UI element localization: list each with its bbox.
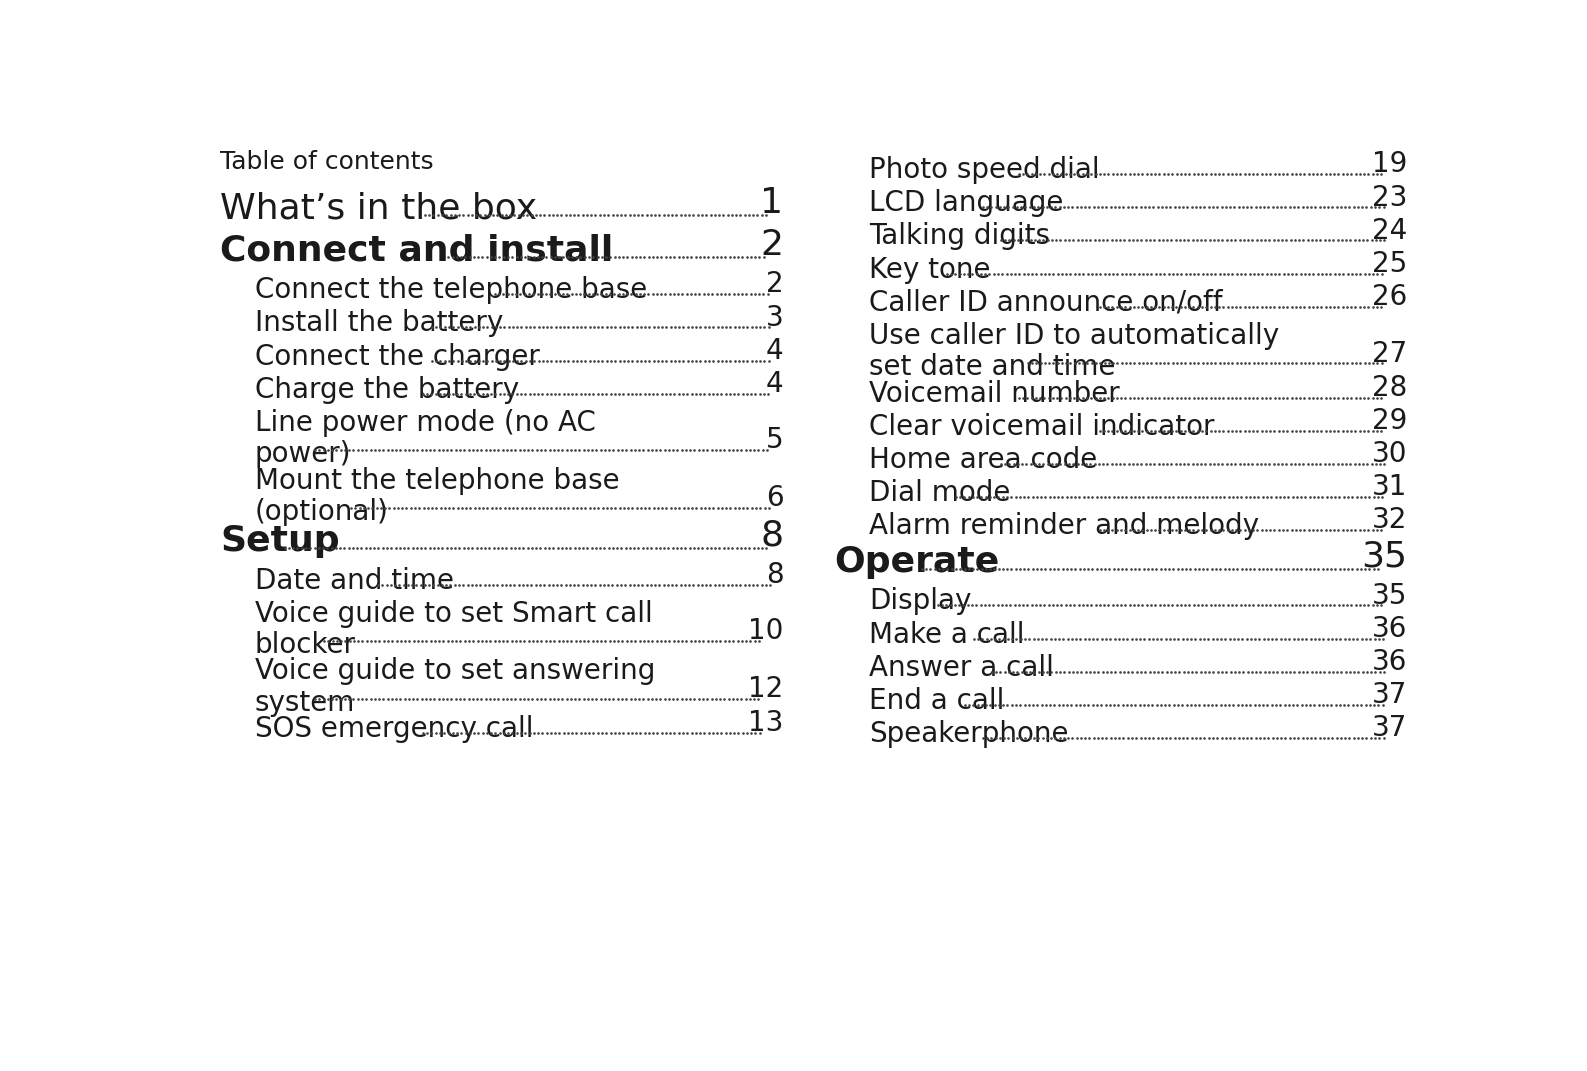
Text: What’s in the box: What’s in the box — [221, 192, 538, 226]
Text: Photo speed dial: Photo speed dial — [868, 156, 1100, 184]
Text: Mount the telephone base
(optional): Mount the telephone base (optional) — [256, 467, 619, 526]
Text: 2: 2 — [760, 228, 784, 262]
Text: 6: 6 — [767, 484, 784, 512]
Text: 12: 12 — [747, 675, 784, 704]
Text: Dial mode: Dial mode — [868, 479, 1009, 507]
Text: 1: 1 — [760, 185, 784, 220]
Text: 29: 29 — [1373, 407, 1408, 435]
Text: Setup: Setup — [221, 524, 340, 558]
Text: 25: 25 — [1373, 250, 1408, 277]
Text: Talking digits: Talking digits — [868, 223, 1049, 251]
Text: 3: 3 — [767, 303, 784, 332]
Text: 26: 26 — [1373, 283, 1408, 311]
Text: Answer a call: Answer a call — [868, 653, 1054, 681]
Text: 4: 4 — [767, 369, 784, 397]
Text: 28: 28 — [1373, 374, 1408, 402]
Text: Voice guide to set Smart call
blocker: Voice guide to set Smart call blocker — [256, 600, 652, 659]
Text: 2: 2 — [767, 271, 784, 299]
Text: 19: 19 — [1373, 150, 1408, 179]
Text: Alarm reminder and melody: Alarm reminder and melody — [868, 512, 1258, 540]
Text: 23: 23 — [1373, 183, 1408, 212]
Text: 31: 31 — [1373, 473, 1408, 501]
Text: 8: 8 — [767, 561, 784, 589]
Text: Home area code: Home area code — [868, 446, 1097, 473]
Text: Connect the charger: Connect the charger — [256, 343, 540, 371]
Text: Line power mode (no AC
power): Line power mode (no AC power) — [256, 409, 595, 468]
Text: Charge the battery: Charge the battery — [256, 376, 519, 404]
Text: 32: 32 — [1373, 507, 1408, 534]
Text: Connect and install: Connect and install — [221, 233, 613, 268]
Text: 37: 37 — [1373, 714, 1408, 742]
Text: Speakerphone: Speakerphone — [868, 720, 1068, 748]
Text: 35: 35 — [1362, 539, 1408, 573]
Text: 30: 30 — [1371, 440, 1408, 468]
Text: SOS emergency call: SOS emergency call — [256, 715, 533, 743]
Text: Date and time: Date and time — [256, 567, 454, 594]
Text: Connect the telephone base: Connect the telephone base — [256, 276, 647, 304]
Text: 10: 10 — [747, 618, 784, 646]
Text: 37: 37 — [1373, 681, 1408, 709]
Text: 13: 13 — [747, 709, 784, 738]
Text: Display: Display — [868, 587, 971, 616]
Text: Make a call: Make a call — [868, 620, 1024, 649]
Text: 36: 36 — [1373, 648, 1408, 676]
Text: Install the battery: Install the battery — [256, 310, 503, 337]
Text: Caller ID announce on/off: Caller ID announce on/off — [868, 289, 1222, 317]
Text: 27: 27 — [1373, 340, 1408, 367]
Text: Voice guide to set answering
system: Voice guide to set answering system — [256, 658, 655, 716]
Text: Use caller ID to automatically
set date and time: Use caller ID to automatically set date … — [868, 321, 1279, 381]
Text: Key tone: Key tone — [868, 256, 990, 284]
Text: 8: 8 — [760, 518, 784, 553]
Text: LCD language: LCD language — [868, 190, 1063, 217]
Text: Voicemail number: Voicemail number — [868, 379, 1119, 408]
Text: Table of contents: Table of contents — [221, 150, 433, 175]
Text: 5: 5 — [767, 426, 784, 454]
Text: Operate: Operate — [833, 545, 1000, 579]
Text: 35: 35 — [1373, 582, 1408, 609]
Text: End a call: End a call — [868, 687, 1005, 714]
Text: 36: 36 — [1373, 615, 1408, 643]
Text: 24: 24 — [1373, 216, 1408, 244]
Text: 4: 4 — [767, 336, 784, 365]
Text: Clear voicemail indicator: Clear voicemail indicator — [868, 412, 1214, 440]
